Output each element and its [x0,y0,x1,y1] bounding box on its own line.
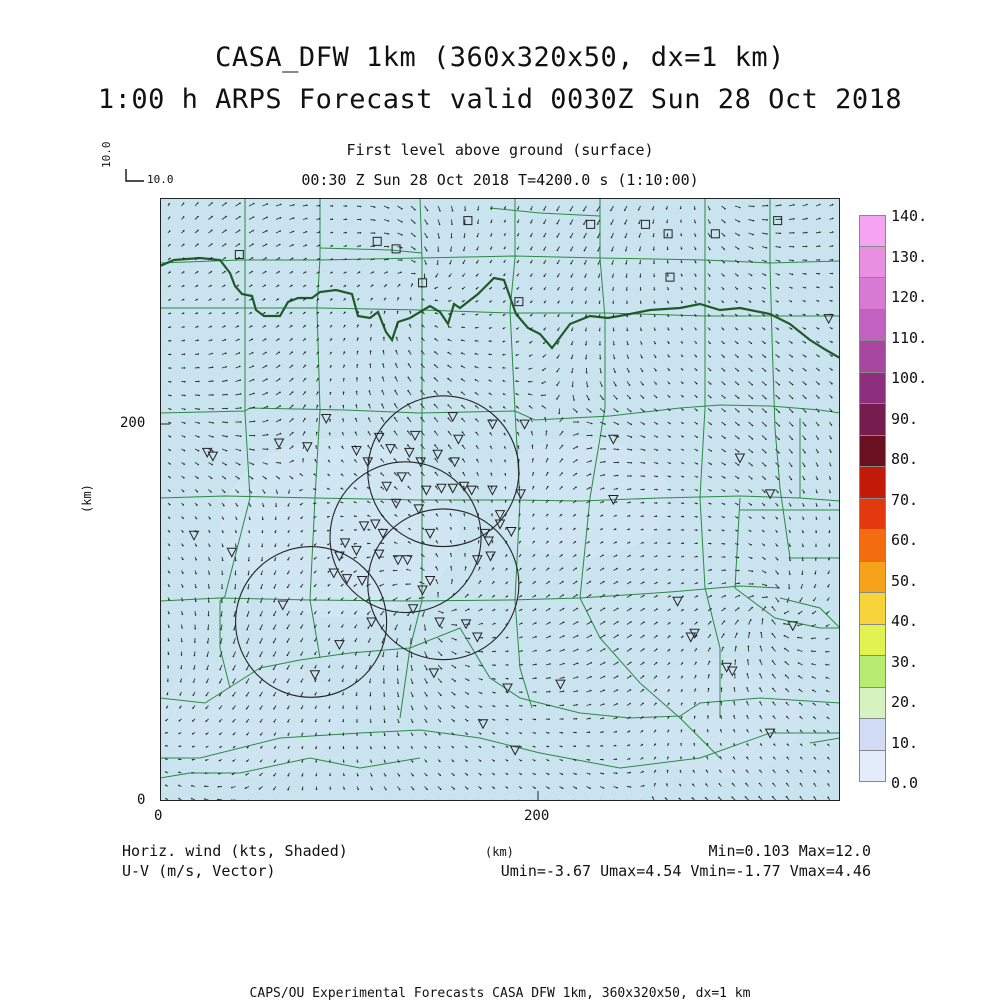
colorbar-tick-label: 100. [891,369,927,387]
level-subtitle: First level above ground (surface) [0,141,1000,159]
colorbar-segment [859,436,886,468]
wind-map-svg [160,198,840,801]
colorbar-segment [859,404,886,436]
y-tick-label-200: 200 [120,415,145,431]
colorbar-tick-label: 30. [891,653,918,671]
vector-reference-label: 10.0 [147,173,174,186]
colorbar-tick-label: 110. [891,329,927,347]
y-axis-label: (km) [80,484,94,513]
uv-range-readout: Umin=-3.67 Umax=4.54 Vmin=-1.77 Vmax=4.4… [501,862,871,880]
vector-field-label: U-V (m/s, Vector) [122,862,276,880]
colorbar-segment [859,467,886,499]
colorbar-segment [859,751,886,783]
colorbar-tick-label: 90. [891,410,918,428]
shaded-field-label: Horiz. wind (kts, Shaded) [122,842,348,860]
colorbar-segment [859,341,886,373]
plot-title-line1: CASA_DFW 1km (360x320x50, dx=1 km) [0,42,1000,73]
colorbar-segment [859,562,886,594]
x-tick-label-0: 0 [154,808,162,824]
colorbar-segment [859,310,886,342]
colorbar-tick-label: 40. [891,612,918,630]
x-tick-label-200: 200 [524,808,549,824]
vector-reference-arrow-icon [124,168,146,184]
colorbar-tick-label: 130. [891,248,927,266]
colorbar [859,215,886,782]
colorbar-tick-label: 0.0 [891,774,918,792]
x-axis-label: (km) [485,845,514,859]
colorbar-tick-label: 140. [891,207,927,225]
colorbar-segment [859,688,886,720]
colorbar-segment [859,625,886,657]
vector-reference-label-vertical: 10.0 [100,142,113,169]
colorbar-segment [859,656,886,688]
min-max-readout: Min=0.103 Max=12.0 [708,842,871,860]
colorbar-segment [859,499,886,531]
colorbar-segment [859,278,886,310]
colorbar-segment [859,719,886,751]
y-tick-label-0: 0 [137,792,145,808]
colorbar-tick-label: 120. [891,288,927,306]
colorbar-segment [859,593,886,625]
plot-title-line2: 1:00 h ARPS Forecast valid 0030Z Sun 28 … [0,84,1000,115]
colorbar-segment [859,247,886,279]
colorbar-segment [859,373,886,405]
colorbar-tick-label: 60. [891,531,918,549]
colorbar-tick-label: 50. [891,572,918,590]
wind-map-panel [160,198,840,801]
colorbar-tick-label: 70. [891,491,918,509]
credit-footer: CAPS/OU Experimental Forecasts CASA DFW … [0,986,1000,1001]
colorbar-tick-label: 20. [891,693,918,711]
colorbar-segment [859,530,886,562]
colorbar-tick-label: 80. [891,450,918,468]
colorbar-tick-label: 10. [891,734,918,752]
colorbar-segment [859,215,886,247]
